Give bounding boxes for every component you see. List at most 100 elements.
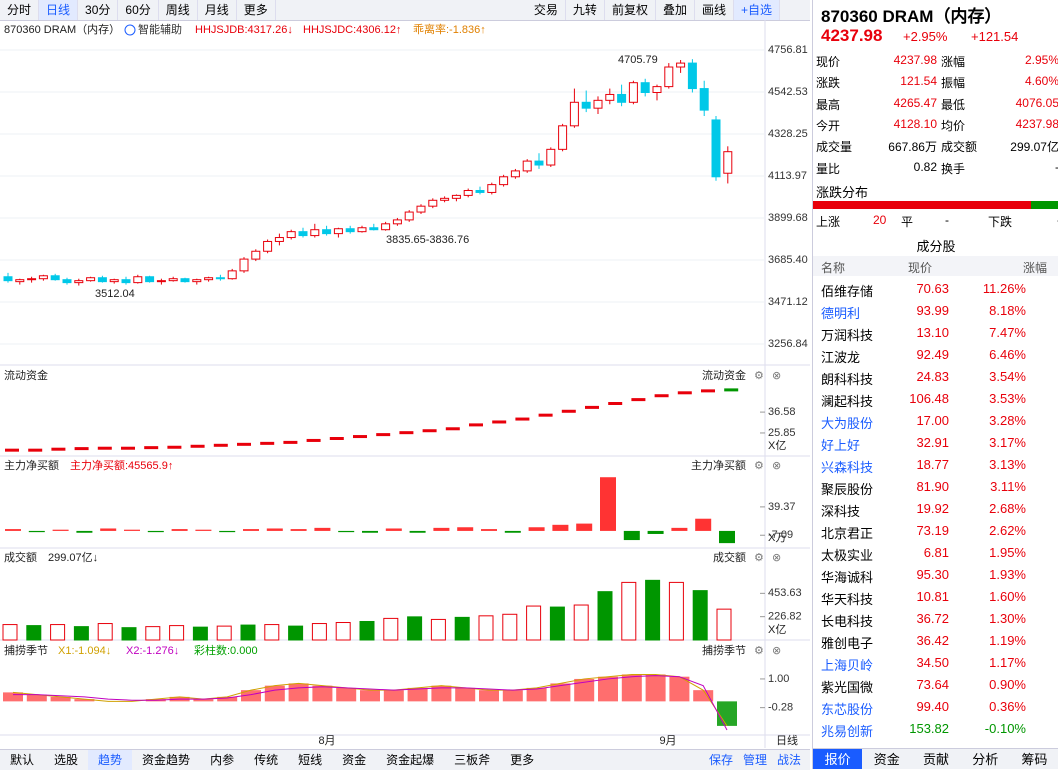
- field-label: 成交量: [816, 140, 853, 155]
- component-name[interactable]: 好上好: [821, 438, 861, 453]
- component-change: 11.26%: [982, 281, 1026, 296]
- table-header: 涨幅: [1023, 261, 1048, 275]
- candle-body: [204, 277, 214, 281]
- candle-body: [286, 231, 296, 239]
- bottom-tab[interactable]: 内参: [210, 753, 235, 767]
- bottom-tab[interactable]: 更多: [510, 753, 535, 767]
- bottom-tab[interactable]: 默认: [10, 753, 35, 767]
- component-name[interactable]: 万润科技: [821, 328, 874, 343]
- candle-body: [699, 88, 709, 111]
- toolbar-button[interactable]: 叠加: [656, 0, 695, 20]
- component-name[interactable]: 长电科技: [821, 614, 874, 629]
- bottom-tab[interactable]: 资金起爆: [386, 753, 435, 767]
- component-name[interactable]: 太极实业: [821, 548, 874, 563]
- component-name[interactable]: 佰维存储: [821, 284, 874, 299]
- period-tab[interactable]: 30分: [78, 0, 119, 20]
- period-tab[interactable]: 60分: [118, 0, 159, 20]
- component-name[interactable]: 兆易创新: [821, 724, 874, 739]
- candle-body: [27, 278, 37, 281]
- bottom-button[interactable]: 保存: [708, 753, 733, 767]
- component-name[interactable]: 兴森科技: [821, 460, 874, 475]
- netbuy-bar: [195, 529, 212, 531]
- volume-bar: [407, 616, 423, 641]
- dist-bar: [1031, 201, 1058, 209]
- component-price: 81.90: [916, 479, 949, 494]
- season-bar: [241, 690, 261, 702]
- netbuy-bar: [100, 528, 117, 531]
- panel-icon: ⊗: [772, 645, 781, 657]
- netbuy-bar: [576, 523, 593, 531]
- toolbar-button[interactable]: 九转: [566, 0, 605, 20]
- bottom-tab[interactable]: 资金趋势: [142, 753, 191, 767]
- component-name[interactable]: 大为股份: [821, 416, 874, 431]
- period-tab[interactable]: 月线: [198, 0, 237, 20]
- toolbar-button[interactable]: 交易: [527, 0, 566, 20]
- toolbar-button[interactable]: +自选: [733, 0, 780, 20]
- x-label: 8月: [318, 735, 335, 747]
- candle-body: [62, 279, 72, 284]
- season-bar: [264, 685, 285, 702]
- right-tab[interactable]: 资金: [873, 752, 900, 767]
- bottom-tab[interactable]: 选股: [54, 753, 79, 767]
- bottom-tab[interactable]: 资金: [342, 753, 367, 767]
- component-name[interactable]: 德明利: [821, 306, 861, 321]
- y-tick-label: 453.63: [768, 587, 802, 599]
- toolbar-button[interactable]: 前复权: [605, 0, 656, 20]
- bottom-tab[interactable]: 传统: [254, 753, 279, 767]
- bottom-tab[interactable]: 短线: [298, 753, 323, 767]
- netbuy-bar: [76, 530, 93, 533]
- field-value: 4237.98: [893, 53, 937, 67]
- y-tick-label: 39.37: [768, 501, 796, 513]
- bottom-button[interactable]: 战法: [776, 753, 801, 767]
- period-tab[interactable]: 分时: [0, 0, 40, 20]
- candle-body: [3, 276, 13, 282]
- bottom-button[interactable]: 管理: [742, 753, 767, 767]
- component-name[interactable]: 雅创电子: [821, 636, 874, 651]
- season-bar: [455, 687, 476, 702]
- y-tick-label: 1.00: [768, 673, 789, 685]
- candle-body: [676, 62, 686, 68]
- field-value: 2.95%: [1024, 53, 1058, 67]
- component-name[interactable]: 江波龙: [821, 350, 861, 365]
- component-name[interactable]: 深科技: [821, 504, 861, 519]
- component-name[interactable]: 华天科技: [821, 592, 874, 607]
- component-name[interactable]: 华海诚科: [821, 570, 874, 585]
- volume-bar: [73, 626, 89, 641]
- right-tab[interactable]: 报价: [813, 749, 863, 769]
- candle-body: [333, 228, 343, 235]
- component-name[interactable]: 澜起科技: [821, 394, 874, 409]
- right-tab[interactable]: 筹码: [1021, 752, 1048, 767]
- component-change: 6.46%: [989, 347, 1026, 362]
- component-change: 3.54%: [989, 369, 1026, 384]
- volume-bar: [692, 590, 708, 641]
- y-tick-label: 25.85: [768, 427, 796, 439]
- right-tab[interactable]: 贡献: [923, 752, 950, 767]
- period-tab[interactable]: 日线: [39, 0, 79, 20]
- panel-icon: ⚙: [754, 552, 764, 564]
- period-tab[interactable]: 更多: [237, 0, 276, 20]
- component-name[interactable]: 朗科科技: [821, 372, 874, 387]
- bottom-tab[interactable]: 三板斧: [454, 753, 491, 767]
- component-name[interactable]: 聚辰股份: [821, 482, 874, 497]
- candle-body: [74, 280, 84, 284]
- component-name[interactable]: 上海贝岭: [821, 658, 874, 673]
- right-tab[interactable]: 分析: [972, 752, 999, 767]
- candle-body: [97, 277, 107, 283]
- netbuy-bar: [219, 530, 236, 533]
- field-value: 0.82: [913, 159, 937, 174]
- component-name[interactable]: 北京君正: [821, 526, 874, 541]
- unit: X亿: [768, 623, 786, 636]
- season-bar: [193, 699, 214, 702]
- component-name[interactable]: 紫光国微: [821, 680, 874, 695]
- season-bar: [74, 699, 95, 702]
- bottom-tab[interactable]: 趋势: [88, 750, 133, 770]
- volume-bar: [216, 625, 232, 641]
- component-price: 6.81: [923, 545, 949, 560]
- component-change: 3.11%: [990, 479, 1026, 494]
- toolbar-button[interactable]: 画线: [695, 0, 734, 20]
- period-tab[interactable]: 周线: [159, 0, 198, 20]
- netbuy-bar: [28, 530, 45, 533]
- season-bar: [669, 676, 690, 702]
- component-name[interactable]: 东芯股份: [821, 702, 874, 717]
- season-bar: [383, 690, 404, 702]
